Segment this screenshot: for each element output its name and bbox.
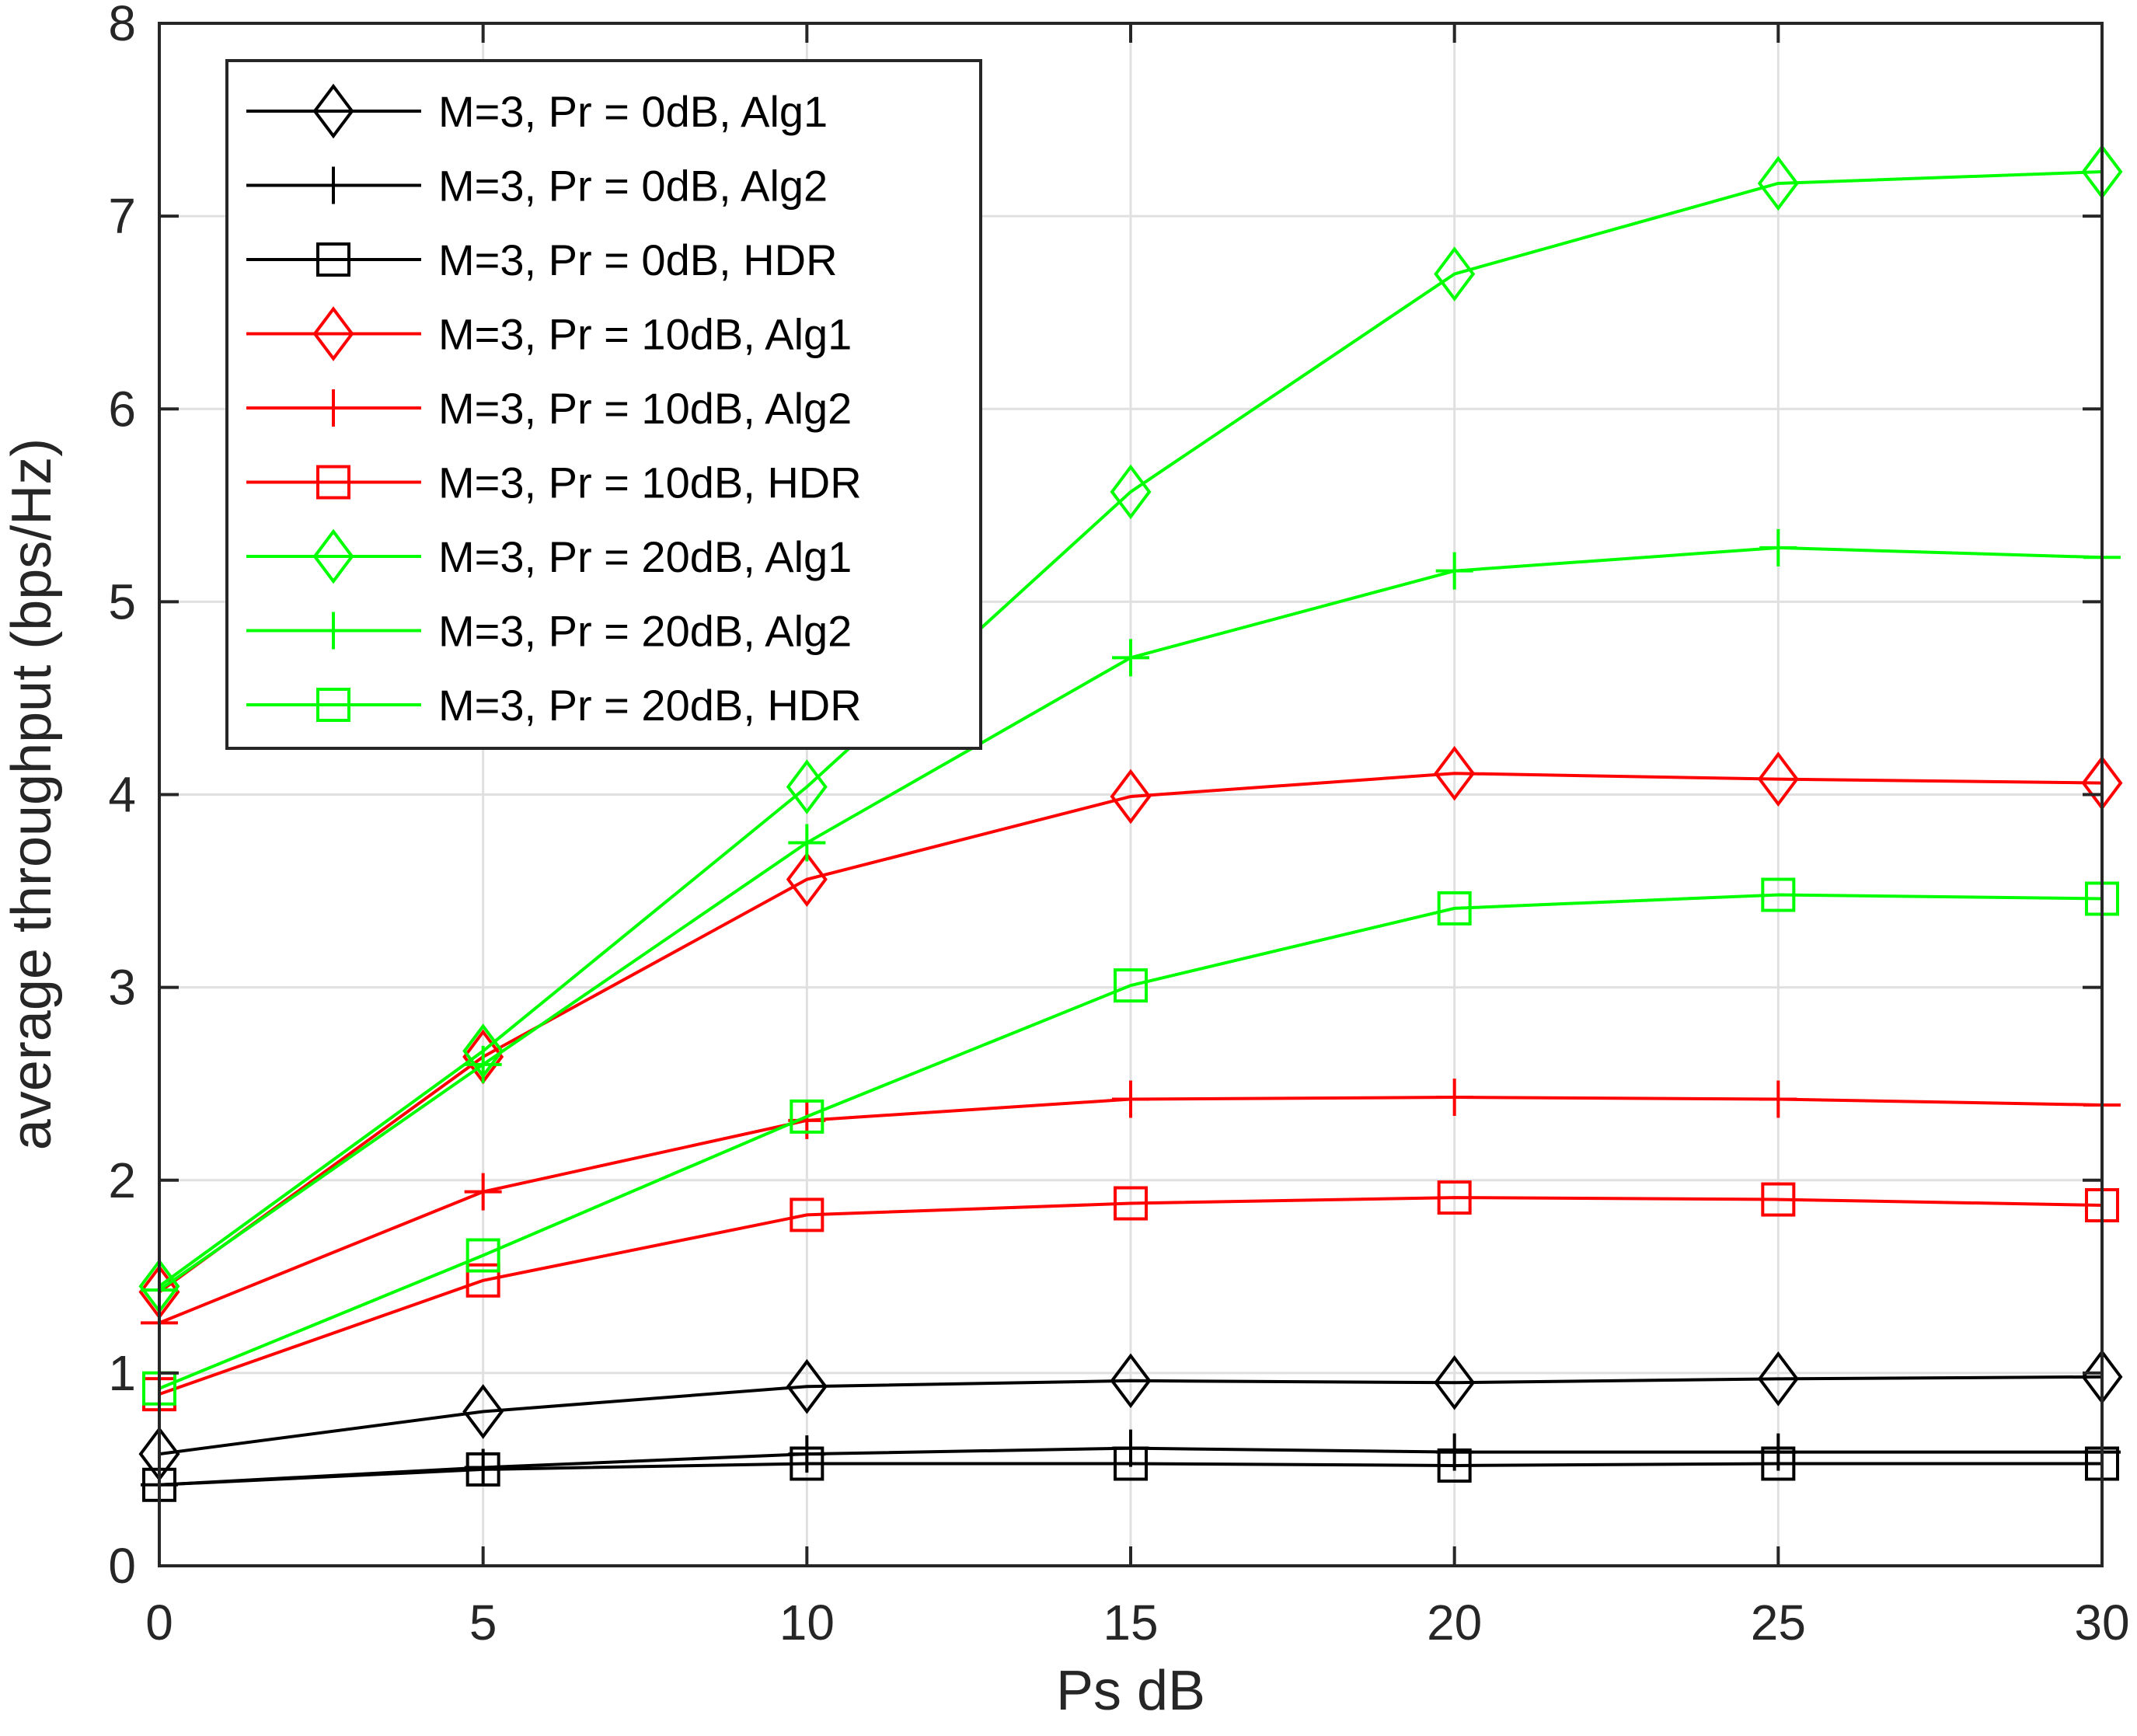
data-point bbox=[462, 1384, 504, 1439]
data-point bbox=[464, 1045, 502, 1083]
data-point bbox=[1757, 751, 1799, 807]
legend-marker bbox=[316, 465, 350, 500]
legend-label: M=3, Pr = 20dB, Alg1 bbox=[438, 532, 852, 581]
data-point bbox=[790, 1099, 824, 1134]
legend-label: M=3, Pr = 0dB, Alg2 bbox=[438, 162, 828, 211]
axis-ticks: 0 5 10 15 20 25 30 0 1 2 3 4 5 6 7 8 bbox=[108, 0, 2129, 1651]
y-axis-label: average throughput (bps/Hz) bbox=[1, 438, 63, 1151]
legend-marker bbox=[315, 612, 352, 650]
data-point bbox=[1757, 155, 1799, 211]
legend-item: M=3, Pr = 20dB, Alg1 bbox=[246, 528, 852, 584]
data-point bbox=[1437, 1180, 1472, 1215]
legend-marker bbox=[312, 83, 354, 139]
series-line bbox=[159, 1196, 2103, 1396]
data-point bbox=[1112, 639, 1149, 677]
data-point bbox=[1761, 1182, 1796, 1217]
legend-marker bbox=[312, 528, 354, 584]
data-point bbox=[1761, 877, 1796, 912]
x-tick-label: 30 bbox=[2074, 1595, 2129, 1651]
data-point bbox=[1759, 1080, 1797, 1118]
series-m-3-pr-20db-hdr bbox=[142, 877, 2119, 1406]
data-point bbox=[1434, 246, 1476, 302]
data-point bbox=[788, 824, 826, 862]
data-point bbox=[786, 1358, 828, 1414]
data-point bbox=[1114, 1446, 1148, 1481]
data-point bbox=[1435, 552, 1473, 590]
legend-marker bbox=[315, 389, 352, 427]
legend-item: M=3, Pr = 10dB, HDR bbox=[246, 458, 862, 507]
x-tick-label: 0 bbox=[145, 1595, 173, 1651]
data-point bbox=[1112, 1080, 1149, 1118]
legend-box bbox=[225, 59, 982, 750]
legend: M=3, Pr = 0dB, Alg1 M=3, Pr = 0dB, Alg2 M=… bbox=[225, 59, 982, 750]
legend-label: M=3, Pr = 10dB, Alg2 bbox=[438, 384, 852, 433]
data-point bbox=[1761, 1446, 1796, 1481]
legend-marker bbox=[316, 242, 350, 277]
series-layer bbox=[138, 144, 2123, 1504]
data-point bbox=[1437, 1448, 1472, 1483]
y-tick-label: 8 bbox=[108, 0, 136, 51]
legend-item: M=3, Pr = 10dB, Alg1 bbox=[246, 306, 852, 361]
data-point bbox=[464, 1173, 502, 1211]
series-line bbox=[159, 1375, 2103, 1456]
data-point bbox=[788, 1435, 826, 1473]
data-point bbox=[1757, 1351, 1799, 1407]
data-point bbox=[786, 852, 828, 908]
legend-item: M=3, Pr = 0dB, Alg1 bbox=[246, 83, 828, 139]
data-point bbox=[1759, 528, 1797, 566]
data-point bbox=[1435, 1079, 1473, 1117]
x-tick-label: 20 bbox=[1427, 1595, 1482, 1651]
data-point bbox=[1110, 464, 1152, 520]
legend-item: M=3, Pr = 20dB, Alg2 bbox=[246, 607, 852, 656]
legend-item: M=3, Pr = 0dB, Alg2 bbox=[246, 162, 828, 211]
data-point bbox=[465, 1452, 500, 1487]
grid-lines bbox=[159, 23, 2102, 1566]
data-point bbox=[465, 1238, 500, 1273]
legend-label: M=3, Pr = 20dB, HDR bbox=[438, 681, 862, 730]
data-point bbox=[1114, 968, 1148, 1003]
series-m-3-pr-0db-hdr bbox=[142, 1446, 2119, 1502]
x-tick-label: 10 bbox=[779, 1595, 835, 1651]
y-tick-label: 2 bbox=[108, 1152, 136, 1208]
legend-marker bbox=[315, 166, 352, 204]
y-tick-label: 1 bbox=[108, 1345, 136, 1401]
data-point bbox=[786, 759, 828, 814]
legend-label: M=3, Pr = 10dB, HDR bbox=[438, 458, 862, 507]
y-tick-label: 6 bbox=[108, 381, 136, 437]
y-tick-label: 3 bbox=[108, 960, 136, 1016]
legend-label: M=3, Pr = 20dB, Alg2 bbox=[438, 607, 852, 656]
data-point bbox=[1110, 769, 1152, 824]
data-point bbox=[790, 1197, 824, 1232]
legend-item: M=3, Pr = 10dB, Alg2 bbox=[246, 384, 852, 433]
series-line bbox=[159, 1462, 2102, 1487]
legend-item: M=3, Pr = 0dB, HDR bbox=[246, 235, 838, 284]
data-point bbox=[1434, 1354, 1476, 1410]
x-tick-label: 5 bbox=[469, 1595, 497, 1651]
legend-label: M=3, Pr = 10dB, Alg1 bbox=[438, 310, 852, 359]
y-tick-label: 5 bbox=[108, 573, 136, 629]
legend-item: M=3, Pr = 20dB, HDR bbox=[246, 681, 862, 730]
data-point bbox=[465, 1263, 500, 1298]
legend-label: M=3, Pr = 0dB, HDR bbox=[438, 235, 838, 284]
series-line bbox=[159, 893, 2103, 1390]
legend-marker bbox=[316, 688, 350, 722]
y-tick-label: 4 bbox=[108, 767, 136, 823]
y-tick-label: 7 bbox=[108, 188, 136, 244]
series-m-3-pr-10db-alg2 bbox=[141, 1079, 2121, 1342]
data-point bbox=[1434, 745, 1476, 801]
data-point bbox=[1114, 1186, 1148, 1221]
data-point bbox=[1110, 1353, 1152, 1409]
y-tick-label: 0 bbox=[108, 1538, 136, 1594]
x-tick-label: 25 bbox=[1751, 1595, 1806, 1651]
x-axis-label: Ps dB bbox=[1056, 1660, 1205, 1722]
data-point bbox=[1437, 891, 1472, 926]
x-tick-label: 15 bbox=[1103, 1595, 1158, 1651]
legend-label: M=3, Pr = 0dB, Alg1 bbox=[438, 87, 828, 136]
legend-marker bbox=[312, 306, 354, 361]
data-point bbox=[790, 1446, 824, 1481]
